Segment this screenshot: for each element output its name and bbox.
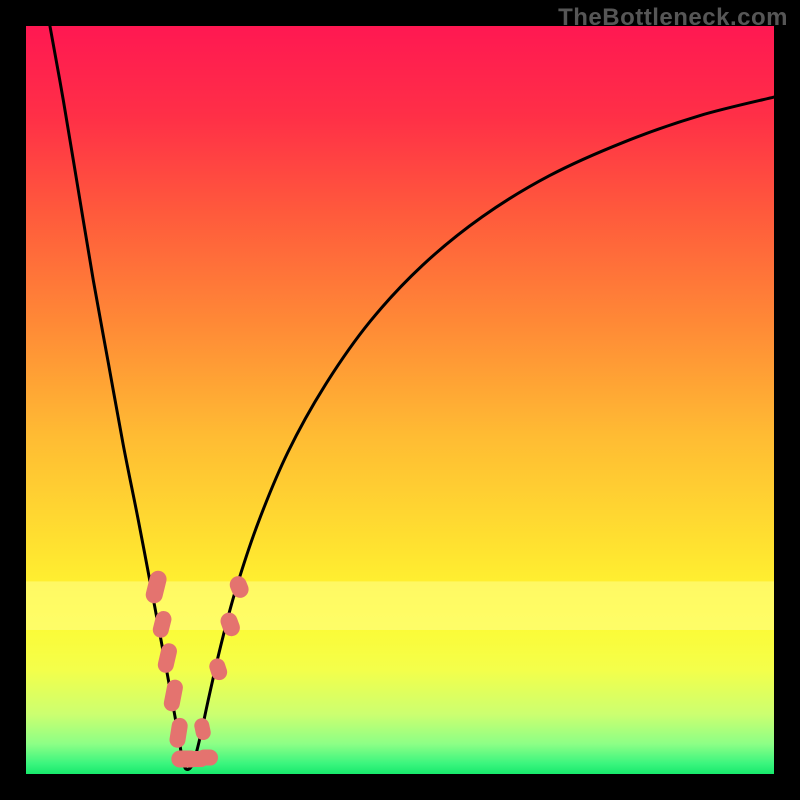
pale-band [26,581,774,630]
curve-marker [196,750,218,766]
watermark-text: TheBottleneck.com [558,4,788,32]
bottleneck-chart-svg [0,0,800,800]
chart-container: TheBottleneck.com [0,0,800,800]
